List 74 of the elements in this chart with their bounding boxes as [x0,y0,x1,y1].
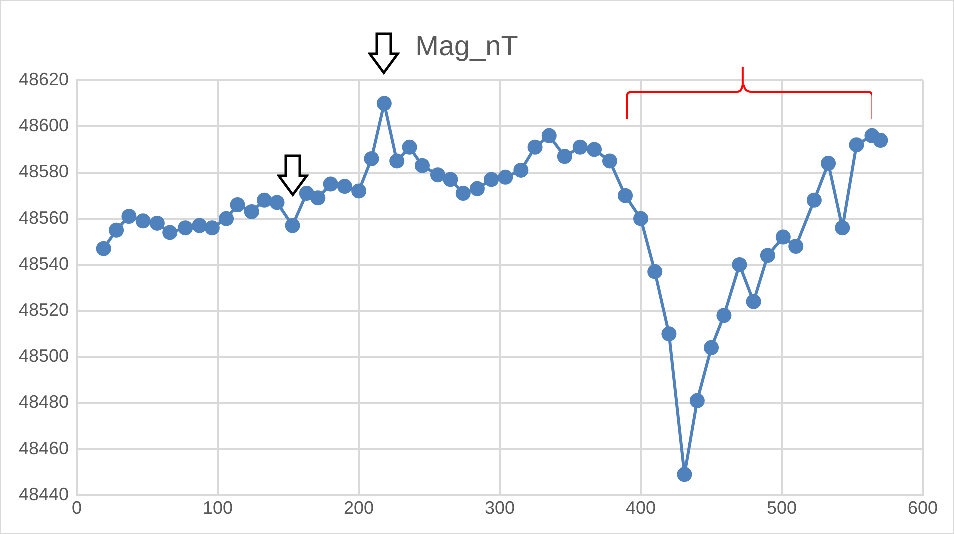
x-tick-label: 400 [626,498,656,518]
point [557,149,572,164]
point [602,154,618,169]
point [136,214,151,229]
point [618,188,634,204]
point [376,96,392,112]
point [586,142,602,158]
y-tick-label: 48580 [18,162,70,182]
point [704,340,720,356]
point [364,151,380,166]
y-tick-label: 48620 [18,70,70,90]
y-tick-label: 48600 [18,116,70,136]
y-tick-label: 48560 [18,208,70,228]
point [96,241,112,256]
point [716,308,732,324]
point [498,170,514,185]
point [849,138,864,153]
point [299,186,314,202]
x-tick-label: 600 [908,498,938,518]
y-tick-label: 48520 [18,300,70,320]
point [352,184,367,199]
point [204,220,220,236]
point [192,218,208,234]
x-tick-label: 200 [344,498,374,518]
x-tick-label: 500 [766,498,798,518]
y-tick-label: 48440 [18,484,70,504]
point [648,264,663,280]
point [572,140,588,155]
point [122,209,137,224]
point [677,467,692,482]
x-tick-label: 100 [203,498,234,518]
point [806,192,822,208]
point [528,140,543,155]
point [390,154,405,169]
point [776,230,791,245]
point [270,195,285,210]
point [484,172,500,188]
point [634,211,649,226]
y-tick-label: 48540 [18,254,70,274]
point [760,248,776,264]
point [178,220,194,236]
y-tick-label: 48480 [18,392,70,412]
point [470,181,485,196]
point [690,393,705,408]
point [542,128,557,144]
point [746,294,762,310]
point [285,218,300,234]
point [323,176,338,192]
point [873,133,888,148]
point [337,179,352,194]
chart-title: Mag_nT [416,30,518,62]
point [835,220,850,236]
point [662,326,677,342]
point [257,192,272,208]
x-tick-label: 300 [485,498,516,518]
point [430,168,446,183]
point [162,225,178,240]
y-tick-label: 48500 [18,346,70,366]
point [310,190,326,206]
point [230,198,246,213]
point [732,257,748,272]
point [402,140,418,155]
point [150,216,165,231]
point [456,186,471,202]
point [244,204,260,220]
y-tick-label: 48460 [18,438,70,458]
point [514,162,529,178]
x-tick-label: 0 [72,498,82,518]
point [414,158,430,174]
point [443,172,458,188]
point [109,222,124,238]
point [219,211,234,226]
point [821,156,836,172]
point [788,239,804,254]
